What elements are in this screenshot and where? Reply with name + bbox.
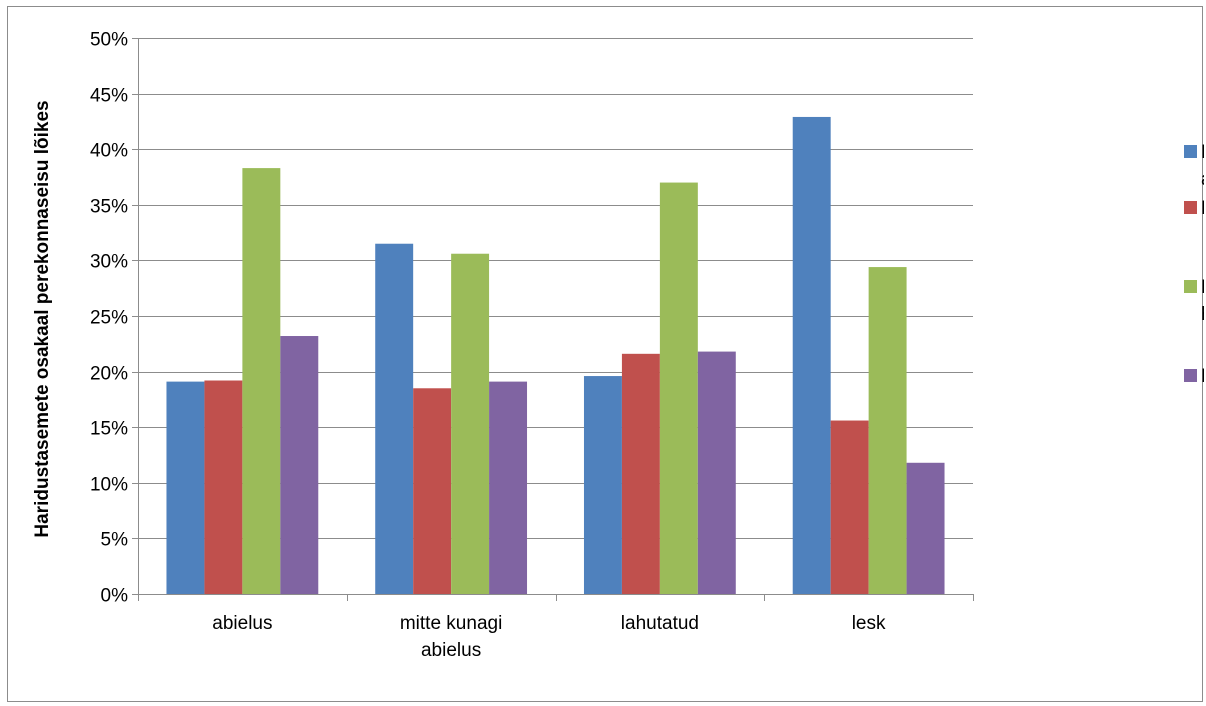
bar [375,243,414,594]
y-tick-label: 5% [101,530,129,551]
legend-label: Keskharidus [1201,198,1204,219]
y-tick-label: 25% [90,308,128,329]
x-tick-label: abielus [212,613,272,634]
bar [451,253,490,595]
legend: Põhi-võialgharidus Keskharidus Kutsekoolih… [1184,142,1204,387]
bar-chart: 0% 5% 10% 15% 20% 25% 30% 35% 40% 45% 50% abielus m… [32,30,1204,662]
y-tick-label: 45% [90,86,128,107]
x-tick-label: lesk [852,613,886,634]
y-tick-label: 0% [101,586,129,607]
x-tick-label: mitte kunagi abielus [400,613,502,661]
y-axis-title: Haridustasemete osakaal perekonnaseisu l… [32,100,53,537]
y-tick-label: 20% [90,364,128,385]
bar [280,336,319,594]
bars [166,116,945,595]
x-tick-labels: abielus mitte kunagi abielus lahutatud lesk [212,613,886,661]
y-tick-label: 35% [90,197,128,218]
bar [868,267,907,594]
bar [204,380,243,594]
bar [166,381,205,594]
y-tick-label: 15% [90,419,128,440]
bar [697,351,736,594]
legend-swatch [1184,369,1197,382]
legend-swatch [1184,280,1197,293]
bar [242,168,281,594]
legend-swatch [1184,201,1197,214]
chart-frame: 0% 5% 10% 15% 20% 25% 30% 35% 40% 45% 50% abielus m… [7,6,1204,702]
y-tick-label: 40% [90,141,128,162]
y-tick-labels: 0% 5% 10% 15% 20% 25% 30% 35% 40% 45% 50% [90,30,128,607]
legend-swatch [1184,145,1197,158]
bar [621,353,660,594]
axes [132,38,974,601]
legend-label: Kutsekooliharidus [1201,277,1204,325]
y-tick-label: 10% [90,475,128,496]
x-tick-label: lahutatud [621,613,699,634]
legend-label: Kõrgharidus [1201,366,1204,387]
bar [489,381,528,594]
bar [659,182,698,594]
bar [792,116,831,594]
y-tick-label: 50% [90,30,128,51]
bar [413,388,452,594]
bar [583,376,622,594]
legend-label: Põhi-võialgharidus [1201,142,1204,190]
y-tick-label: 30% [90,252,128,273]
bar [906,462,945,594]
bar [830,420,869,594]
